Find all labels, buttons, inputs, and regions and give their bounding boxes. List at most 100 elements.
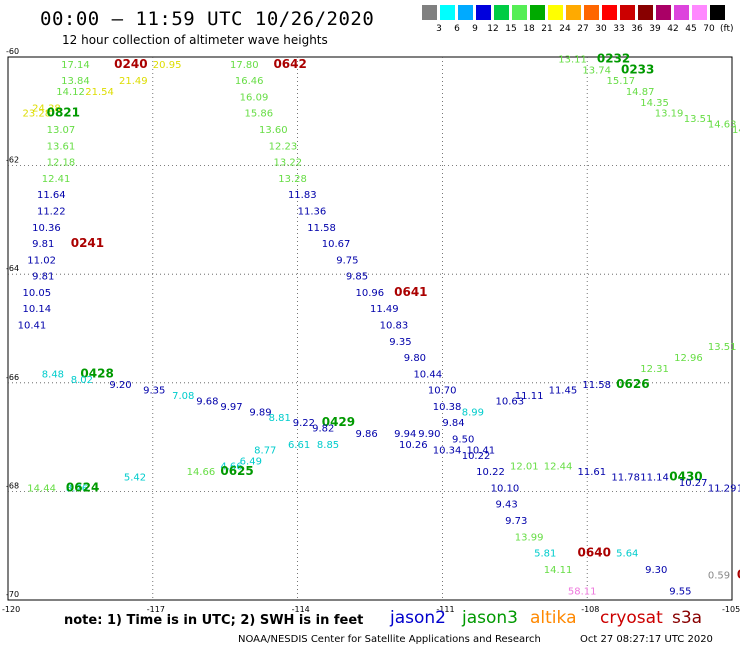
legend-label: 39 (649, 24, 661, 34)
legend-swatch (440, 5, 455, 20)
wave-height-value: 13.19 (655, 109, 684, 120)
pass-time-label: 0821 (47, 106, 80, 120)
wave-height-value: 5.64 (616, 549, 638, 560)
wave-height-value: 9.68 (196, 397, 218, 408)
latitude-label: -70 (6, 590, 19, 599)
wave-height-value: 13.99 (515, 532, 544, 543)
wave-height-value: 9.94 (394, 429, 416, 440)
wave-height-value: 9.35 (143, 386, 165, 397)
wave-height-value: 10.41 (18, 321, 47, 332)
legend-label: 12 (487, 24, 499, 34)
wave-height-value: 14.66 (187, 467, 216, 478)
wave-height-value: 5.81 (534, 549, 556, 560)
wave-height-value: 9.85 (346, 272, 368, 283)
wave-height-value: 21.49 (119, 76, 148, 87)
legend-label: 3 (436, 24, 442, 34)
map-grid (7, 56, 733, 601)
satellite-name-jason2: jason2 (390, 608, 446, 628)
wave-height-value: 20.95 (153, 60, 182, 71)
legend-swatch (656, 5, 671, 20)
wave-height-value: 9.30 (645, 565, 667, 576)
wave-height-value: 13.51 (684, 114, 713, 125)
legend-swatch (674, 5, 689, 20)
wave-height-value: 11.49 (370, 304, 399, 315)
pass-time-label: 0641 (394, 285, 427, 299)
wave-height-value: 10.70 (428, 386, 457, 397)
longitude-label: -117 (147, 605, 165, 614)
wave-height-value: 9.50 (452, 435, 474, 446)
pass-time-label: 0642 (273, 57, 306, 71)
wave-height-value: 8.81 (269, 413, 291, 424)
wave-height-value: 9.22 (293, 418, 315, 429)
wave-height-value: 9.35 (389, 337, 411, 348)
wave-height-value: 8.85 (317, 440, 339, 451)
wave-height-value: 8.76 (66, 483, 88, 494)
page-title: 00:00 – 11:59 UTC 10/26/2020 (40, 8, 375, 30)
map-border (7, 56, 733, 601)
longitude-label: -120 (2, 605, 20, 614)
pass-time-label: 06 (737, 567, 740, 581)
legend-label: 9 (472, 24, 478, 34)
footer-note: note: 1) Time is in UTC; 2) SWH is in fe… (64, 613, 364, 628)
wave-height-value: 9.43 (495, 500, 517, 511)
wave-height-value: 16.46 (235, 76, 264, 87)
legend-label: 45 (685, 24, 697, 34)
wave-height-value: 9.75 (336, 255, 358, 266)
legend-swatch (548, 5, 563, 20)
legend-label: 27 (577, 24, 589, 34)
legend-swatch (422, 5, 437, 20)
page-subtitle: 12 hour collection of altimeter wave hei… (62, 33, 328, 47)
legend-label: 6 (454, 24, 460, 34)
legend-label: 42 (667, 24, 679, 34)
wave-height-value: 13.51 (708, 342, 737, 353)
wave-height-value: 14.87 (626, 87, 655, 98)
wave-height-value: 11.11 (515, 391, 544, 402)
satellite-name-jason3: jason3 (462, 608, 518, 628)
satellite-name-altika: altika (530, 608, 577, 628)
wave-height-value: 14.35 (640, 98, 669, 109)
wave-height-value: 12.44 (544, 462, 573, 473)
legend-label: 15 (505, 24, 517, 34)
wave-height-value: 12.23 (269, 141, 298, 152)
pass-time-label: 0241 (71, 236, 104, 250)
wave-height-value: 15.86 (245, 109, 274, 120)
wave-height-value: 8.02 (71, 375, 93, 386)
wave-height-value: 13.22 (273, 158, 302, 169)
wave-height-value: 9.80 (404, 353, 426, 364)
wave-height-value: 9.86 (356, 429, 378, 440)
wave-height-value: 0.59 (708, 570, 730, 581)
legend-label: 30 (595, 24, 607, 34)
legend-swatch (710, 5, 725, 20)
latitude-label: -66 (6, 373, 19, 382)
wave-height-value: 11.61 (578, 467, 607, 478)
wave-height-value: 9.89 (249, 407, 271, 418)
wave-height-value: 10.96 (356, 288, 385, 299)
wave-height-value: 12.01 (510, 462, 539, 473)
wave-height-value: 58.11 (568, 587, 597, 598)
wave-height-value: 14.11 (544, 565, 573, 576)
wave-height-value: 12.41 (42, 174, 71, 185)
legend-unit: (ft) (720, 24, 734, 34)
legend-swatch (638, 5, 653, 20)
wave-height-value: 9.90 (418, 429, 440, 440)
wave-height-value: 15.17 (607, 76, 636, 87)
wave-height-value: 7.08 (172, 391, 194, 402)
pass-time-label: 0232 (597, 51, 630, 65)
wave-height-value: 10.41 (467, 445, 496, 456)
wave-height-value: 10.14 (22, 304, 51, 315)
wave-height-value: 11.22 (37, 206, 66, 217)
legend-label: 33 (613, 24, 625, 34)
wave-height-value: 9.55 (669, 587, 691, 598)
latitude-label: -64 (6, 264, 19, 273)
wave-height-value: 6.49 (240, 456, 262, 467)
wave-height-value: 14.12 (56, 87, 85, 98)
legend-label: 21 (541, 24, 553, 34)
legend-label: 36 (631, 24, 643, 34)
pass-time-label: 0430 (669, 470, 702, 484)
wave-height-value: 11.14 (640, 473, 669, 484)
wave-height-value: 13.11 (558, 54, 587, 65)
wave-height-value: 5.42 (124, 473, 146, 484)
wave-height-value: 4.66 (220, 462, 242, 473)
wave-height-value: 8.77 (254, 445, 276, 456)
